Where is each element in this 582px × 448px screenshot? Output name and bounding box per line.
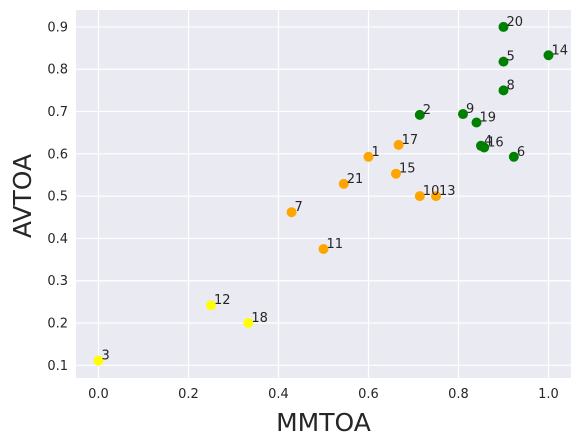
data-point: [390, 168, 401, 179]
point-label: 11: [327, 237, 344, 252]
point-label: 13: [439, 184, 456, 199]
x-axis-label: MMTOA: [276, 408, 371, 437]
point-label: 14: [552, 43, 569, 58]
y-tick-label: 0.6: [47, 147, 68, 162]
data-point: [498, 21, 509, 32]
y-axis-ticks: 0.1 0.2 0.3 0.4 0.5 0.6 0.7 0.8 0.9: [47, 20, 68, 373]
x-tick-label: 0.2: [178, 387, 199, 402]
x-tick-label: 0.4: [268, 387, 289, 402]
point-label: 2: [423, 103, 431, 118]
data-point: [508, 151, 519, 162]
data-point: [458, 109, 468, 120]
data-point: [363, 151, 374, 162]
y-tick-label: 0.5: [47, 190, 68, 205]
point-label: 19: [480, 111, 497, 126]
data-point: [318, 243, 329, 254]
x-tick-label: 1.0: [538, 387, 559, 402]
x-axis-ticks: 0.0 0.2 0.4 0.6 0.8 1.0: [88, 387, 559, 402]
x-tick-label: 0.0: [88, 387, 109, 402]
y-tick-label: 0.8: [47, 63, 68, 78]
data-point: [471, 117, 482, 128]
data-point: [498, 85, 509, 96]
point-label: 4: [484, 134, 492, 149]
point-label: 6: [517, 145, 525, 160]
point-label: 5: [507, 50, 515, 65]
y-tick-label: 0.7: [47, 105, 68, 120]
data-point: [414, 191, 425, 202]
data-point: [431, 191, 441, 202]
grid-lines: [76, 10, 571, 378]
point-label: 9: [466, 102, 474, 117]
point-label: 20: [507, 15, 524, 30]
y-tick-label: 0.3: [47, 274, 68, 289]
data-point: [243, 318, 254, 329]
point-label: 10: [423, 184, 440, 199]
y-tick-label: 0.1: [47, 359, 68, 374]
data-point: [498, 56, 509, 67]
data-point: [286, 207, 297, 218]
x-tick-label: 0.6: [358, 387, 379, 402]
y-tick-label: 0.2: [47, 317, 68, 332]
y-tick-label: 0.4: [47, 232, 68, 247]
point-label: 16: [487, 135, 504, 150]
point-label: 3: [102, 349, 110, 364]
point-label: 8: [507, 78, 515, 93]
data-point: [543, 50, 554, 61]
data-point: [338, 178, 349, 189]
data-points: [93, 21, 554, 366]
point-label: 18: [251, 311, 268, 326]
y-axis-label: AVTOA: [8, 154, 37, 238]
data-point: [414, 109, 425, 120]
x-tick-label: 0.8: [448, 387, 469, 402]
point-label: 12: [214, 293, 231, 308]
data-point: [479, 142, 490, 153]
plot-area: [76, 10, 571, 378]
point-label: 7: [295, 200, 303, 215]
point-label: 17: [402, 133, 419, 148]
data-point: [206, 300, 216, 311]
y-tick-label: 0.9: [47, 20, 68, 35]
point-label: 1: [372, 145, 380, 160]
point-label: 21: [347, 172, 364, 187]
data-point: [393, 139, 404, 150]
data-point: [93, 355, 104, 366]
point-label: 15: [399, 162, 416, 177]
